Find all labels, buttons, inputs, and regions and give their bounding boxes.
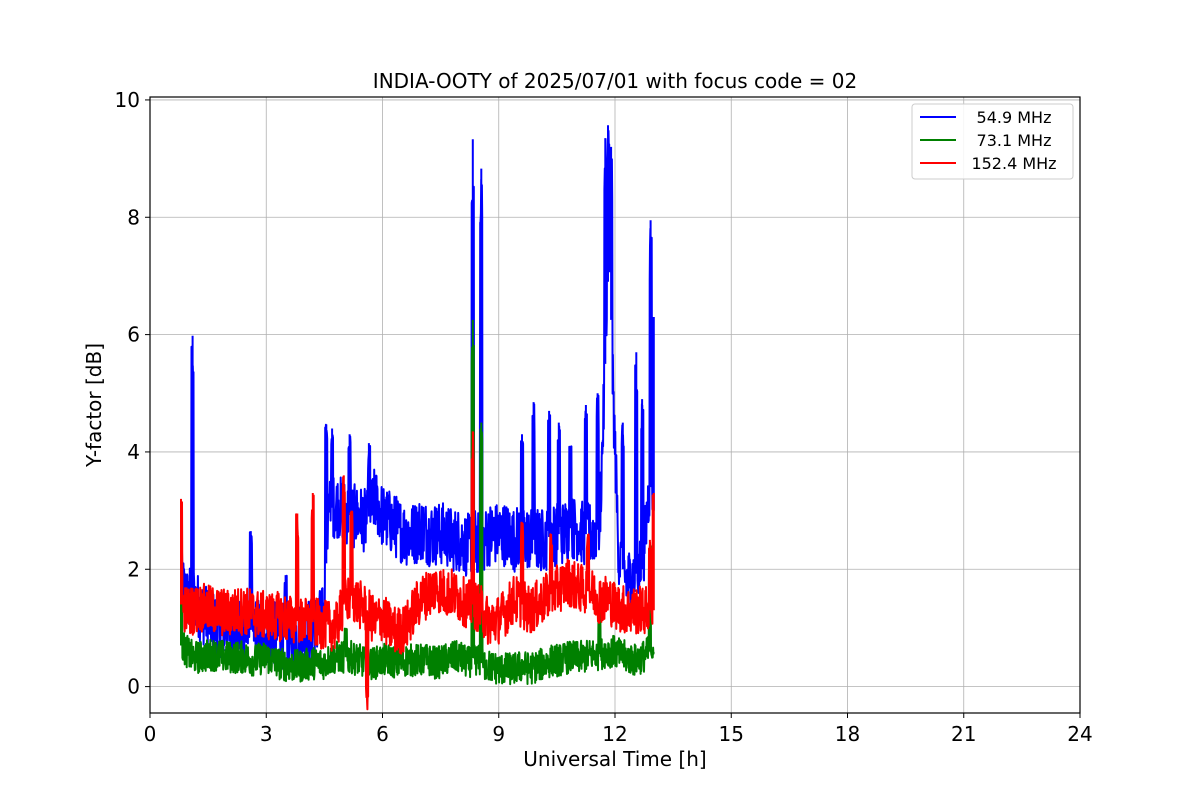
x-tick-label-0: 0 (144, 722, 157, 746)
x-tick-label-18: 18 (835, 722, 860, 746)
y-tick-label-0: 0 (127, 675, 140, 699)
chart-title: INDIA-OOTY of 2025/07/01 with focus code… (373, 69, 857, 93)
y-tick-label-6: 6 (127, 323, 140, 347)
series-layer (180, 125, 655, 711)
x-tick-label-21: 21 (951, 722, 976, 746)
x-tick-label-6: 6 (376, 722, 389, 746)
x-tick-label-12: 12 (602, 722, 627, 746)
y-axis-label: Y-factor [dB] (82, 343, 106, 468)
series-line-152-4-mhz (180, 431, 655, 711)
legend-label-152-4: 152.4 MHz (971, 154, 1056, 173)
x-tick-label-15: 15 (719, 722, 744, 746)
y-tick-label-10: 10 (115, 88, 140, 112)
y-tick-label-8: 8 (127, 205, 140, 229)
x-tick-label-9: 9 (492, 722, 505, 746)
y-tick-label-2: 2 (127, 557, 140, 581)
x-axis-label: Universal Time [h] (523, 747, 706, 771)
legend-box (911, 103, 1074, 180)
legend-label-54-9: 54.9 MHz (977, 108, 1052, 127)
legend: 54.9 MHz 73.1 MHz 152.4 MHz (911, 103, 1074, 180)
x-tick-label-24: 24 (1067, 722, 1092, 746)
y-tick-label-4: 4 (127, 440, 140, 464)
x-tick-label-3: 3 (260, 722, 273, 746)
legend-label-73-1: 73.1 MHz (977, 131, 1052, 150)
